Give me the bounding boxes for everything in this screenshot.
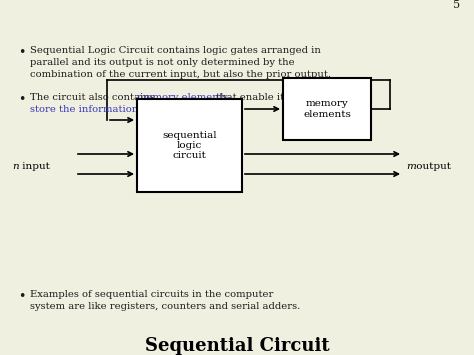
Text: memory
elements: memory elements [303, 99, 351, 119]
Text: Sequential Circuit: Sequential Circuit [145, 337, 329, 355]
Text: system are like registers, counters and serial adders.: system are like registers, counters and … [30, 302, 300, 311]
Text: •: • [18, 46, 26, 59]
Text: sequential
logic
circuit: sequential logic circuit [162, 131, 217, 160]
Text: input: input [19, 162, 50, 170]
Text: that enable it to: that enable it to [213, 93, 297, 102]
Text: n: n [12, 162, 18, 170]
Text: •: • [18, 290, 26, 303]
Text: store the information of the prior output.: store the information of the prior outpu… [30, 105, 239, 114]
Text: memory elements: memory elements [137, 93, 228, 102]
Text: Sequential Logic Circuit contains logic gates arranged in: Sequential Logic Circuit contains logic … [30, 46, 321, 55]
Text: •: • [18, 93, 26, 106]
Text: Examples of sequential circuits in the computer: Examples of sequential circuits in the c… [30, 290, 273, 299]
Text: 5: 5 [453, 0, 460, 10]
Text: combination of the current input, but also the prior output.: combination of the current input, but al… [30, 70, 331, 79]
Text: The circuit also contains: The circuit also contains [30, 93, 158, 102]
Text: m: m [406, 162, 416, 170]
Text: parallel and its output is not only determined by the: parallel and its output is not only dete… [30, 58, 295, 67]
Bar [137, 99, 242, 192]
Bar [283, 78, 371, 140]
Text: output: output [413, 162, 451, 170]
